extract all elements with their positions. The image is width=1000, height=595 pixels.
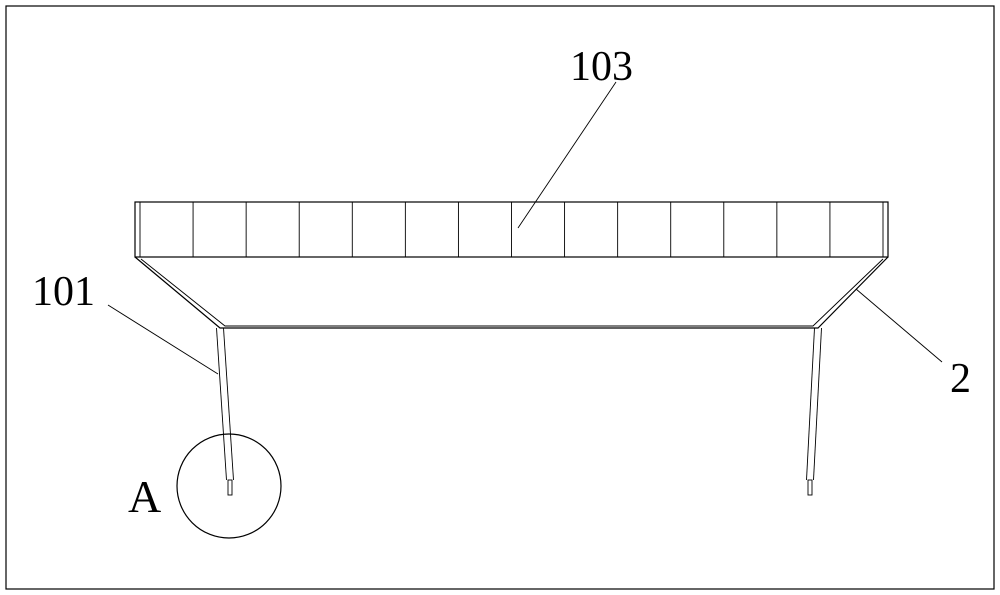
callout-c103-label: 103	[570, 44, 633, 90]
trapezoid-inner	[141, 259, 883, 326]
callout-cA-label: A	[128, 471, 161, 522]
leg-right	[807, 328, 822, 495]
leg-left-foot	[228, 480, 232, 495]
detail-circle-a	[177, 434, 281, 538]
leg-left	[217, 328, 234, 495]
leg-right-side-b	[814, 328, 822, 480]
callout-c103-leader	[518, 82, 616, 228]
trapezoid-body	[135, 257, 888, 328]
leg-right-foot	[808, 480, 812, 495]
callout-c2-leader	[856, 289, 942, 362]
callout-c2-label: 2	[950, 356, 971, 402]
callout-c101-leader	[108, 305, 218, 374]
beam	[135, 202, 888, 257]
callout-c101-label: 101	[32, 269, 95, 315]
leg-right-side-a	[807, 328, 815, 480]
trapezoid-outer	[135, 257, 888, 328]
